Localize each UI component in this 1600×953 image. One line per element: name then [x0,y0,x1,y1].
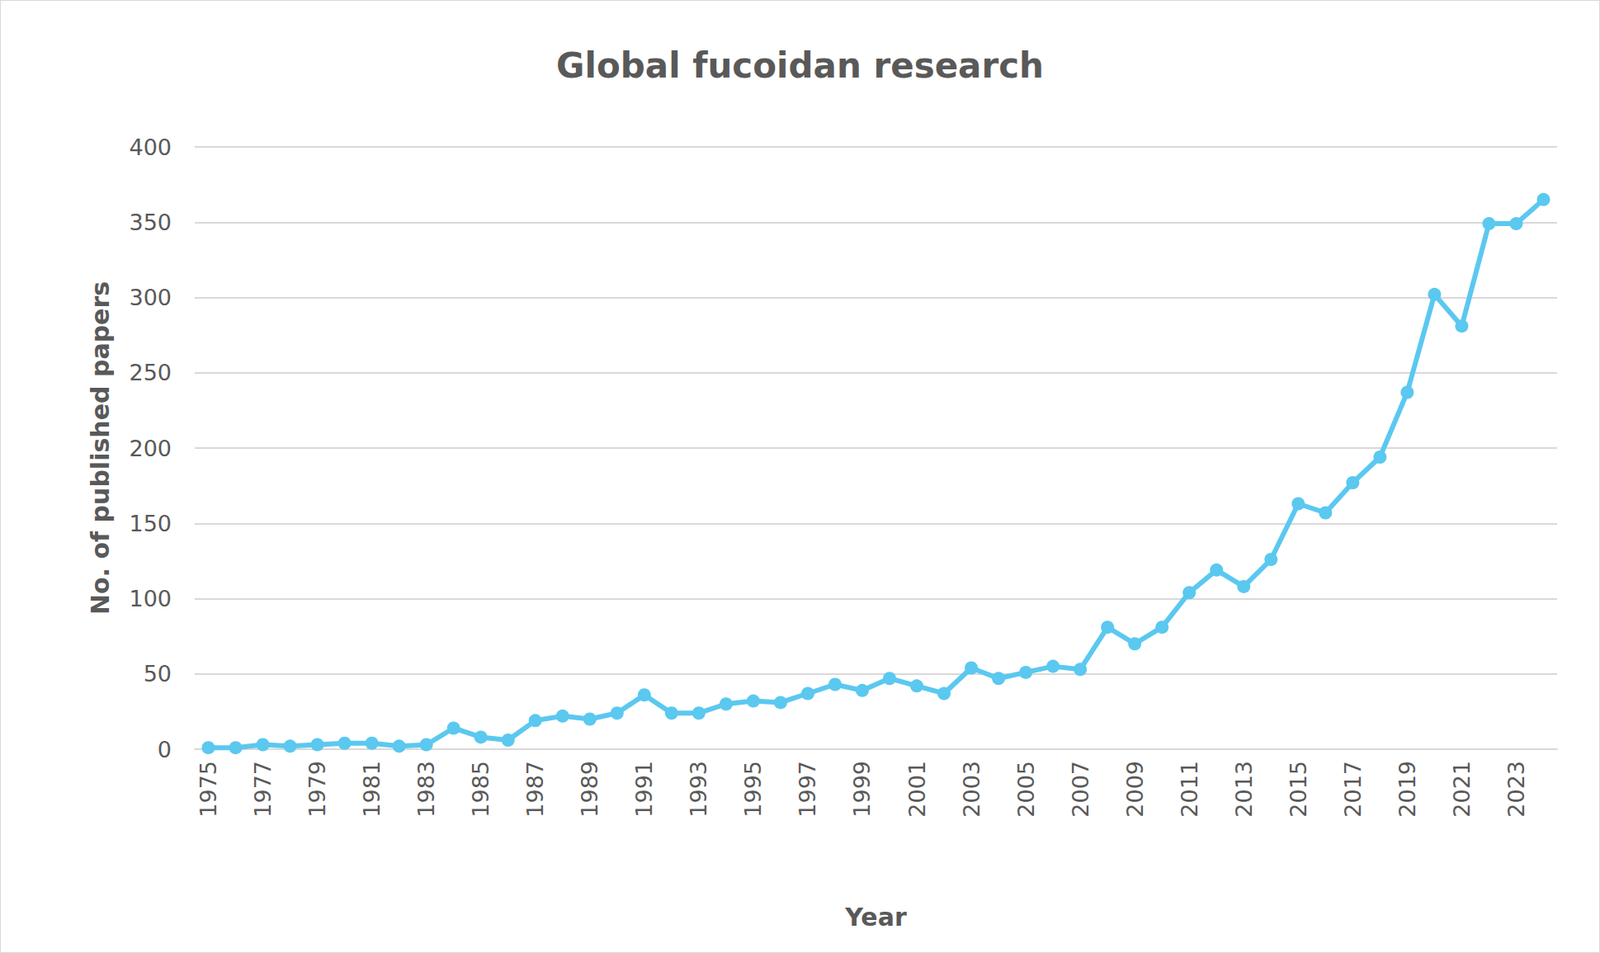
svg-text:2009: 2009 [1122,760,1148,818]
svg-text:1983: 1983 [413,760,439,818]
svg-text:300: 300 [128,284,172,311]
svg-text:1999: 1999 [849,760,875,818]
svg-text:2015: 2015 [1285,760,1312,818]
svg-text:Global fucoidan research: Global fucoidan research [556,45,1044,86]
svg-text:150: 150 [128,510,172,537]
svg-text:2007: 2007 [1067,760,1094,818]
svg-text:100: 100 [128,585,172,612]
svg-text:2003: 2003 [958,760,985,818]
svg-text:400: 400 [128,134,172,161]
svg-text:2023: 2023 [1503,760,1530,818]
svg-text:1991: 1991 [631,760,657,818]
svg-text:2011: 2011 [1176,760,1203,818]
svg-text:1985: 1985 [467,760,494,818]
svg-text:2021: 2021 [1448,760,1475,818]
svg-text:No. of published papers: No. of published papers [85,281,115,615]
svg-text:2017: 2017 [1340,760,1366,818]
svg-text:1993: 1993 [685,760,712,818]
svg-text:250: 250 [128,359,172,386]
svg-text:350: 350 [128,209,172,236]
svg-text:1995: 1995 [740,760,766,818]
svg-text:2001: 2001 [904,760,930,818]
svg-text:2013: 2013 [1231,760,1257,818]
svg-text:1981: 1981 [358,760,385,818]
svg-text:1979: 1979 [304,760,331,818]
svg-text:1997: 1997 [794,760,821,818]
svg-text:1975: 1975 [195,760,222,818]
svg-text:200: 200 [128,435,172,462]
svg-text:1989: 1989 [576,760,603,818]
svg-text:Year: Year [844,902,907,932]
svg-text:1977: 1977 [250,760,276,818]
svg-text:50: 50 [143,660,172,687]
svg-text:0: 0 [157,736,172,763]
svg-text:1987: 1987 [522,760,548,818]
svg-text:2005: 2005 [1013,760,1039,818]
svg-text:2019: 2019 [1394,760,1421,818]
